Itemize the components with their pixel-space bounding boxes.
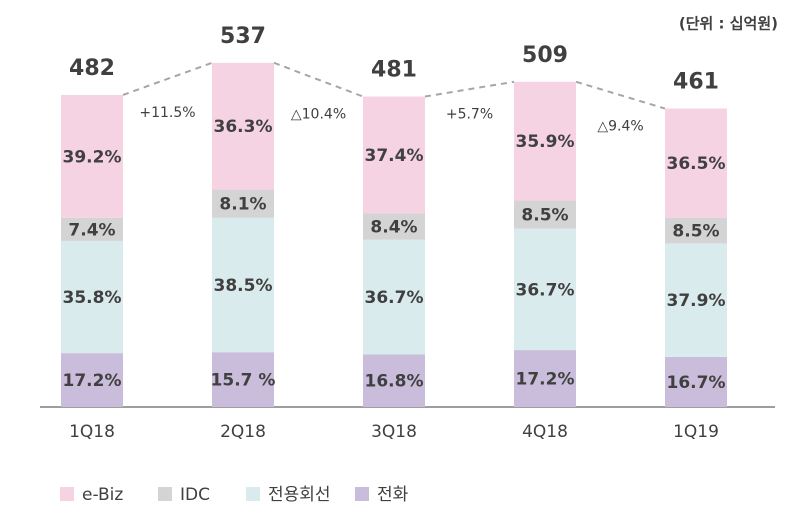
growth-label: +5.7% <box>446 107 493 123</box>
bar-segment <box>514 350 576 407</box>
x-tick-label: 4Q18 <box>522 422 568 442</box>
segment-label: 36.5% <box>667 154 726 174</box>
total-label: 509 <box>522 43 568 68</box>
total-label: 481 <box>371 58 417 83</box>
legend-label: IDC <box>180 485 210 505</box>
trend-line <box>424 80 515 98</box>
segment-label: 38.5% <box>214 276 273 296</box>
bar-segment <box>665 356 727 407</box>
segment-label: 17.2% <box>516 370 575 390</box>
x-tick-label: 1Q18 <box>69 422 115 442</box>
bar-segment <box>665 217 727 244</box>
legend-label: 전용회선 <box>268 485 331 505</box>
bar-segment <box>212 352 274 407</box>
x-tick-label: 2Q18 <box>220 422 266 442</box>
x-tick-label: 3Q18 <box>371 422 417 442</box>
segment-label: 37.9% <box>667 291 726 311</box>
segment-label: 7.4% <box>68 220 115 240</box>
bar-segment <box>514 200 576 229</box>
bar-segment <box>61 240 123 354</box>
segment-label: 37.4% <box>365 146 424 166</box>
segment-label: 35.8% <box>63 288 122 308</box>
legend-swatch <box>355 487 369 501</box>
legend-label: 전화 <box>377 485 409 505</box>
bar-segment <box>212 217 274 353</box>
segment-label: 15.7 % <box>211 371 276 391</box>
total-label: 461 <box>673 70 719 95</box>
segment-label: 36.7% <box>516 280 575 300</box>
growth-label: +11.5% <box>139 105 195 121</box>
total-label: 482 <box>69 56 115 81</box>
growth-label: △9.4% <box>597 119 643 135</box>
unit-label: (단위 : 십억원) <box>679 15 778 33</box>
bar-segment <box>61 353 123 407</box>
segment-label: 16.7% <box>667 373 726 393</box>
segment-label: 8.1% <box>219 195 266 215</box>
bar-segment <box>665 108 727 218</box>
segment-label: 35.9% <box>516 132 575 152</box>
segment-label: 8.5% <box>672 222 719 242</box>
bar-segment <box>61 94 123 218</box>
bar-segment <box>665 243 727 357</box>
segment-label: 16.8% <box>365 372 424 392</box>
growth-label: △10.4% <box>291 107 346 123</box>
segment-label: 36.7% <box>365 288 424 308</box>
x-tick-label: 1Q19 <box>673 422 719 442</box>
segment-label: 8.4% <box>370 218 417 238</box>
bar-segment <box>363 354 425 407</box>
bar-segment <box>514 81 576 201</box>
total-label: 537 <box>220 24 266 49</box>
legend-swatch <box>60 487 74 501</box>
trend-line <box>273 61 364 98</box>
trend-line <box>575 80 666 110</box>
trend-line <box>122 61 213 96</box>
legend-swatch <box>158 487 172 501</box>
segment-label: 39.2% <box>63 147 122 167</box>
bar-segment <box>363 239 425 355</box>
bar-segment <box>212 62 274 190</box>
legend-swatch <box>246 487 260 501</box>
segment-label: 36.3% <box>214 117 273 137</box>
bar-segment <box>514 228 576 351</box>
bar-segment <box>61 217 123 241</box>
segment-label: 17.2% <box>63 371 122 391</box>
segment-label: 8.5% <box>521 206 568 226</box>
legend-label: e-Biz <box>82 485 123 505</box>
bar-segment <box>363 213 425 240</box>
bar-segment <box>212 189 274 218</box>
bar-segment <box>363 96 425 214</box>
